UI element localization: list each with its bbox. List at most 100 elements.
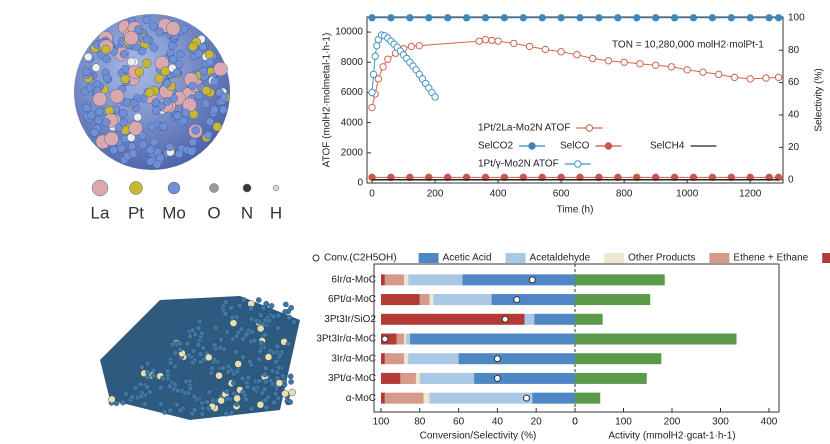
y2-tick-label: 80 xyxy=(788,45,800,56)
data-point xyxy=(633,14,641,22)
data-point xyxy=(746,14,754,22)
data-point xyxy=(651,173,660,182)
data-point xyxy=(431,93,439,101)
atom xyxy=(240,389,247,395)
atom xyxy=(129,394,135,401)
atom xyxy=(137,46,147,56)
atom xyxy=(219,92,229,102)
data-point xyxy=(683,66,691,74)
atom xyxy=(172,350,179,356)
atom xyxy=(271,399,278,406)
data-point xyxy=(488,36,496,45)
y-tick-label: 3Pt/α-MoC xyxy=(328,373,376,384)
atom xyxy=(247,358,253,365)
atom xyxy=(152,106,161,115)
data-point xyxy=(614,14,622,22)
atom xyxy=(165,142,175,152)
atom xyxy=(224,395,231,402)
atom xyxy=(130,98,139,108)
bar-segment xyxy=(381,392,385,404)
atom xyxy=(82,67,91,76)
atom xyxy=(138,140,148,149)
atom xyxy=(212,122,222,132)
bar-segment xyxy=(406,333,411,345)
atom xyxy=(281,389,289,398)
data-point xyxy=(481,35,490,44)
atom xyxy=(233,333,240,339)
atom xyxy=(167,360,174,366)
atom xyxy=(218,336,224,343)
data-point xyxy=(727,173,736,182)
data-point xyxy=(746,75,754,83)
legend-label: SelCH4 xyxy=(650,141,685,152)
atom xyxy=(263,300,270,307)
atom xyxy=(123,391,129,397)
atom xyxy=(119,109,128,118)
x2-tick-label: 0 xyxy=(572,417,578,428)
atom xyxy=(217,344,224,351)
atom xyxy=(166,21,181,36)
atom xyxy=(285,341,292,347)
atom xyxy=(167,407,174,414)
activity-bar xyxy=(575,274,665,286)
atom xyxy=(225,363,232,370)
data-point xyxy=(636,60,644,68)
conversion-point xyxy=(523,394,530,402)
atom xyxy=(209,397,216,404)
atom xyxy=(91,63,101,72)
atom xyxy=(166,383,173,390)
atom xyxy=(228,304,235,311)
atom xyxy=(203,130,213,140)
data-point xyxy=(387,173,395,182)
x-tick-label: 400 xyxy=(490,189,507,200)
y2-tick-label: 40 xyxy=(788,110,800,121)
atom xyxy=(155,27,164,36)
atom xyxy=(101,44,111,55)
atom xyxy=(197,359,204,365)
atom xyxy=(172,68,182,77)
y-tick-label: α-MoC xyxy=(346,393,376,404)
legend-label: Conv.(C2H5OH) xyxy=(324,253,397,264)
atom xyxy=(141,58,152,69)
nanoparticle-image xyxy=(74,14,231,170)
atom xyxy=(225,368,232,375)
data-point xyxy=(371,52,379,60)
atom xyxy=(263,404,270,411)
data-point xyxy=(689,14,698,22)
y2-axis-title: Selectivity (%) xyxy=(814,68,825,131)
atom xyxy=(205,57,215,67)
atom xyxy=(288,388,296,397)
atom xyxy=(197,351,204,357)
atom xyxy=(176,50,185,59)
atom xyxy=(267,377,274,384)
atom xyxy=(147,122,156,132)
data-point xyxy=(541,45,550,54)
data-point xyxy=(462,173,471,182)
atom xyxy=(191,393,198,400)
data-point xyxy=(689,173,698,182)
legend-label: Acetaldehyde xyxy=(530,253,591,264)
legend-label: SelCO2 xyxy=(478,141,513,152)
atom xyxy=(229,319,238,327)
data-point xyxy=(500,14,509,22)
atom xyxy=(240,297,247,303)
atom xyxy=(234,360,242,368)
bar-segment xyxy=(400,372,416,384)
atom xyxy=(146,145,155,155)
atom xyxy=(162,97,172,106)
bar-segment xyxy=(381,333,397,345)
atom xyxy=(124,30,139,46)
atom xyxy=(144,360,151,367)
atom xyxy=(263,365,269,372)
atom xyxy=(168,41,177,50)
bar-segment xyxy=(381,313,525,325)
atom xyxy=(142,401,148,407)
atom xyxy=(219,105,228,114)
atom xyxy=(205,117,215,126)
atom xyxy=(132,385,139,391)
data-point xyxy=(614,173,622,182)
atom xyxy=(248,305,254,312)
atom xyxy=(108,395,116,403)
atom xyxy=(179,116,188,126)
data-point xyxy=(708,14,717,22)
